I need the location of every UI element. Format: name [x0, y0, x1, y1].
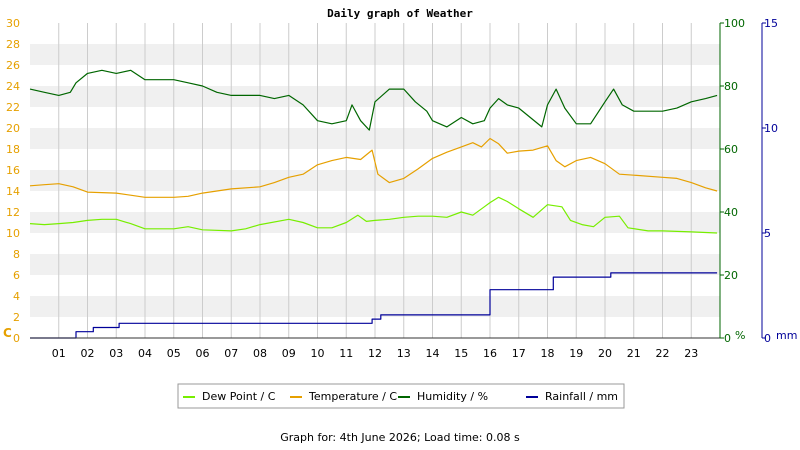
- chart-title: Daily graph of Weather: [327, 7, 473, 20]
- axes: [30, 23, 763, 339]
- humidity-tick-label: 80: [724, 80, 738, 93]
- left-tick-label: 8: [13, 248, 20, 261]
- humidity-axis-unit: %: [735, 329, 745, 342]
- humidity-tick-label: 0: [724, 332, 731, 345]
- x-tick-label: 06: [196, 347, 210, 360]
- series-rainfall-mm-line: [30, 272, 718, 339]
- rainfall-tick-label: 10: [764, 122, 778, 135]
- legend-label-rainfall-mm: Rainfall / mm: [545, 390, 618, 403]
- left-tick-label: 14: [6, 185, 20, 198]
- x-tick-label: 13: [397, 347, 411, 360]
- x-tick-label: 17: [512, 347, 526, 360]
- x-tick-label: 05: [167, 347, 181, 360]
- humidity-tick-label: 60: [724, 143, 738, 156]
- left-tick-label: 4: [13, 290, 20, 303]
- humidity-tick-label: 20: [724, 269, 738, 282]
- series-dew-point-c-line: [29, 196, 718, 234]
- x-axis-tick-labels: 01 02 03 04 05 06 07 08 09 10 11 12 13 14 15 16 17 18 19 20…: [52, 347, 699, 360]
- x-tick-label: 20: [598, 347, 612, 360]
- left-tick-label: 10: [6, 227, 20, 240]
- x-tick-label: 16: [483, 347, 497, 360]
- left-tick-label: 2: [13, 311, 20, 324]
- x-tick-label: 01: [52, 347, 66, 360]
- x-tick-label: 14: [426, 347, 440, 360]
- x-tick-label: 11: [339, 347, 353, 360]
- humidity-tick-label: 40: [724, 206, 738, 219]
- left-tick-label: 18: [6, 143, 20, 156]
- vertical-gridlines: [58, 23, 692, 338]
- x-tick-label: 23: [684, 347, 698, 360]
- x-tick-label: 03: [109, 347, 123, 360]
- series-humidity-line: [29, 69, 718, 131]
- left-tick-label: 26: [6, 59, 20, 72]
- rainfall-tick-label: 5: [764, 227, 771, 240]
- x-tick-label: 08: [253, 347, 267, 360]
- x-tick-label: 07: [224, 347, 238, 360]
- series-temperature-c-line: [29, 137, 718, 198]
- series-layer: [29, 69, 718, 339]
- x-tick-label: 04: [138, 347, 152, 360]
- left-tick-label: 30: [6, 17, 20, 30]
- humidity-axis-tick-labels: 0 20 40 60 80 100: [720, 17, 745, 345]
- rainfall-axis-unit: mm: [776, 329, 797, 342]
- legend-label-humidity: Humidity / %: [417, 390, 488, 403]
- left-tick-label: 28: [6, 38, 20, 51]
- legend-label-dew-point-c: Dew Point / C: [202, 390, 276, 403]
- left-tick-label: 24: [6, 80, 20, 93]
- x-tick-label: 10: [311, 347, 325, 360]
- rainfall-tick-label: 15: [764, 17, 778, 30]
- x-tick-label: 09: [282, 347, 296, 360]
- left-tick-label: 6: [13, 269, 20, 282]
- legend-label-temperature-c: Temperature / C: [308, 390, 397, 403]
- rainfall-axis-tick-labels: 0 5 10 15: [762, 17, 778, 345]
- x-tick-label: 22: [656, 347, 670, 360]
- x-tick-label: 18: [541, 347, 555, 360]
- left-tick-label: 16: [6, 164, 20, 177]
- x-tick-label: 02: [81, 347, 95, 360]
- left-tick-label: 12: [6, 206, 20, 219]
- humidity-tick-label: 100: [724, 17, 745, 30]
- x-tick-label: 15: [454, 347, 468, 360]
- rainfall-tick-label: 0: [764, 332, 771, 345]
- left-axis-unit: C: [3, 326, 12, 340]
- x-tick-label: 19: [569, 347, 583, 360]
- left-tick-label: 22: [6, 101, 20, 114]
- x-tick-label: 21: [627, 347, 641, 360]
- left-tick-label: 20: [6, 122, 20, 135]
- legend: Dew Point / C Temperature / C Humidity / %…: [177, 383, 625, 409]
- x-tick-label: 12: [368, 347, 382, 360]
- footer-status: Graph for: 4th June 2026; Load time: 0.0…: [280, 431, 520, 444]
- left-tick-label: 0: [13, 332, 20, 345]
